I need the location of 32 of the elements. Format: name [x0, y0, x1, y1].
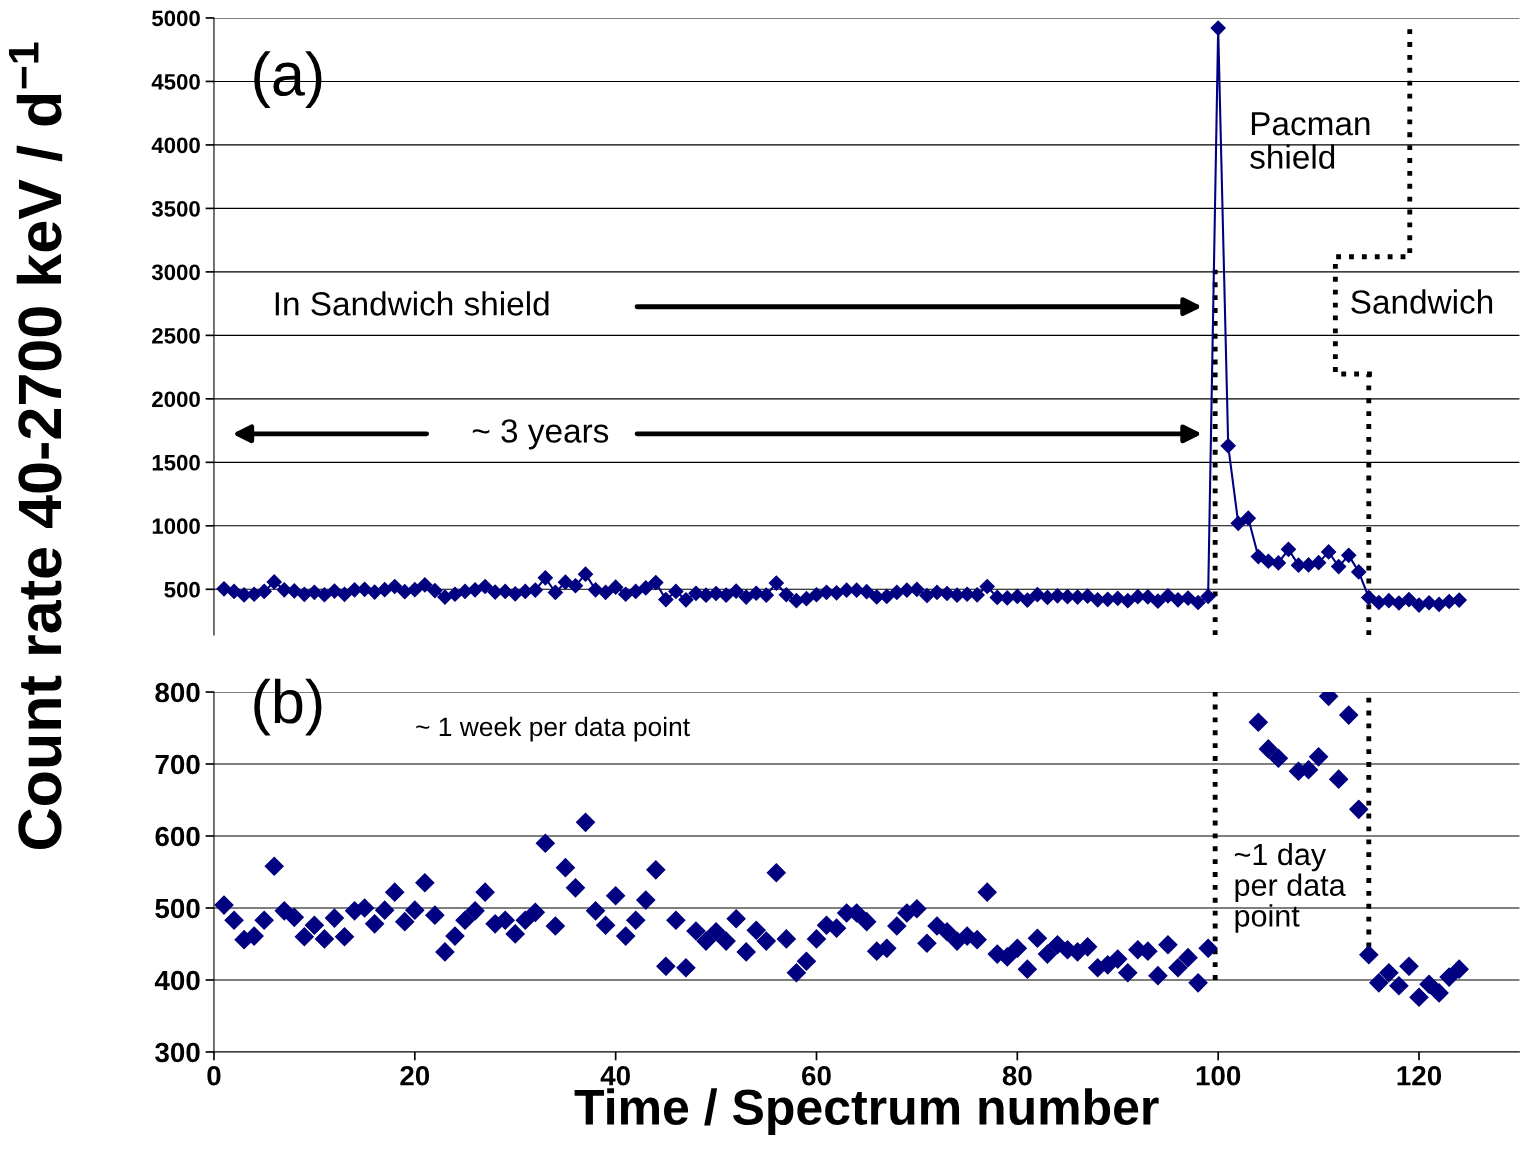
x-tick-label: 40 — [600, 1065, 630, 1086]
chart-title: (b) — [254, 678, 322, 736]
x-axis-title: Time / Spectrum number — [574, 1088, 1159, 1135]
y-tick-label: 500 — [155, 898, 200, 919]
x-tick-label: 100 — [1196, 1065, 1241, 1086]
y-tick-label: 400 — [154, 970, 200, 991]
y-axis-title: Count rate 40-2700 keV / d$^{−1}$ — [8, 42, 63, 849]
annotation: In Sandwich shield — [275, 291, 549, 316]
y-tick-label: 3000 — [151, 264, 200, 281]
x-tick-label: 60 — [802, 1065, 831, 1086]
y-tick-label: 2000 — [152, 391, 200, 408]
x-tick-label: 20 — [400, 1065, 430, 1086]
annotation: ~1 day per data point — [1234, 842, 1346, 933]
x-tick-label: 80 — [1002, 1065, 1032, 1086]
y-tick-label: 1500 — [152, 454, 200, 471]
y-tick-label: 4500 — [151, 73, 200, 90]
x-tick-label: 120 — [1397, 1065, 1442, 1086]
y-tick-label: 300 — [155, 1042, 200, 1063]
x-tick-label: 0 — [207, 1065, 221, 1086]
y-tick-label: 5000 — [152, 10, 200, 27]
y-tick-label: 600 — [155, 826, 200, 847]
y-tick-label: 1000 — [152, 518, 200, 535]
y-tick-label: 500 — [164, 581, 200, 598]
annotation: Pacman shield — [1250, 112, 1370, 169]
y-tick-label: 800 — [155, 682, 200, 703]
y-tick-label: 3500 — [151, 200, 200, 217]
y-tick-label: 700 — [155, 754, 200, 775]
y-tick-label: 2500 — [152, 327, 200, 344]
y-tick-label: 4000 — [151, 137, 200, 154]
annotation: Sandwich — [1351, 289, 1493, 314]
annotation: ~ 1 week per data point — [416, 716, 690, 742]
annotation: ~ 3 years — [472, 419, 609, 450]
